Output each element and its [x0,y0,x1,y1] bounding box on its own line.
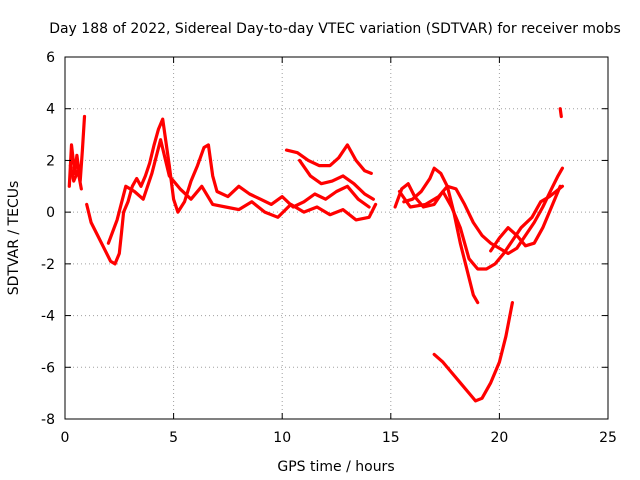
y-tick-labels: -8 -6 -4 -2 0 2 4 6 [41,50,55,428]
y-tick-label: -4 [41,309,55,325]
series-trace-4 [106,138,378,245]
x-tick-labels: 0 5 10 15 20 25 [61,430,617,446]
x-axis-label: GPS time / hours [277,459,394,475]
y-tick-label: -8 [41,412,55,428]
series-trace-6 [298,158,375,201]
series-trace-3 [85,117,371,266]
series-trace-9 [397,166,565,256]
x-tick-label: 5 [169,430,178,446]
series-trace-10 [489,184,562,253]
y-tick-label: -2 [41,257,55,273]
grid-lines [65,57,608,419]
x-tick-label: 0 [61,430,70,446]
plot-frame [64,56,609,420]
x-tick-label: 20 [490,430,508,446]
axis-ticks [64,56,609,420]
y-tick-label: 6 [46,50,55,66]
y-tick-label: 2 [46,153,55,169]
series-trace-1 [67,114,87,188]
y-tick-label: 4 [46,102,55,118]
series-trace-12 [558,107,563,119]
series-trace-5 [284,143,373,175]
data-traces [67,107,565,403]
series-trace-11 [432,301,515,403]
x-tick-label: 25 [599,430,617,446]
x-tick-label: 10 [273,430,291,446]
y-tick-label: -6 [41,360,55,376]
y-tick-label: 0 [46,205,55,221]
series-trace-2 [68,164,83,191]
y-axis-label: SDTVAR / TECUs [6,181,22,296]
series-trace-7 [393,182,565,271]
chart-title: Day 188 of 2022, Sidereal Day-to-day VTE… [49,21,621,37]
series-trace-8 [402,166,480,305]
x-tick-label: 15 [382,430,400,446]
